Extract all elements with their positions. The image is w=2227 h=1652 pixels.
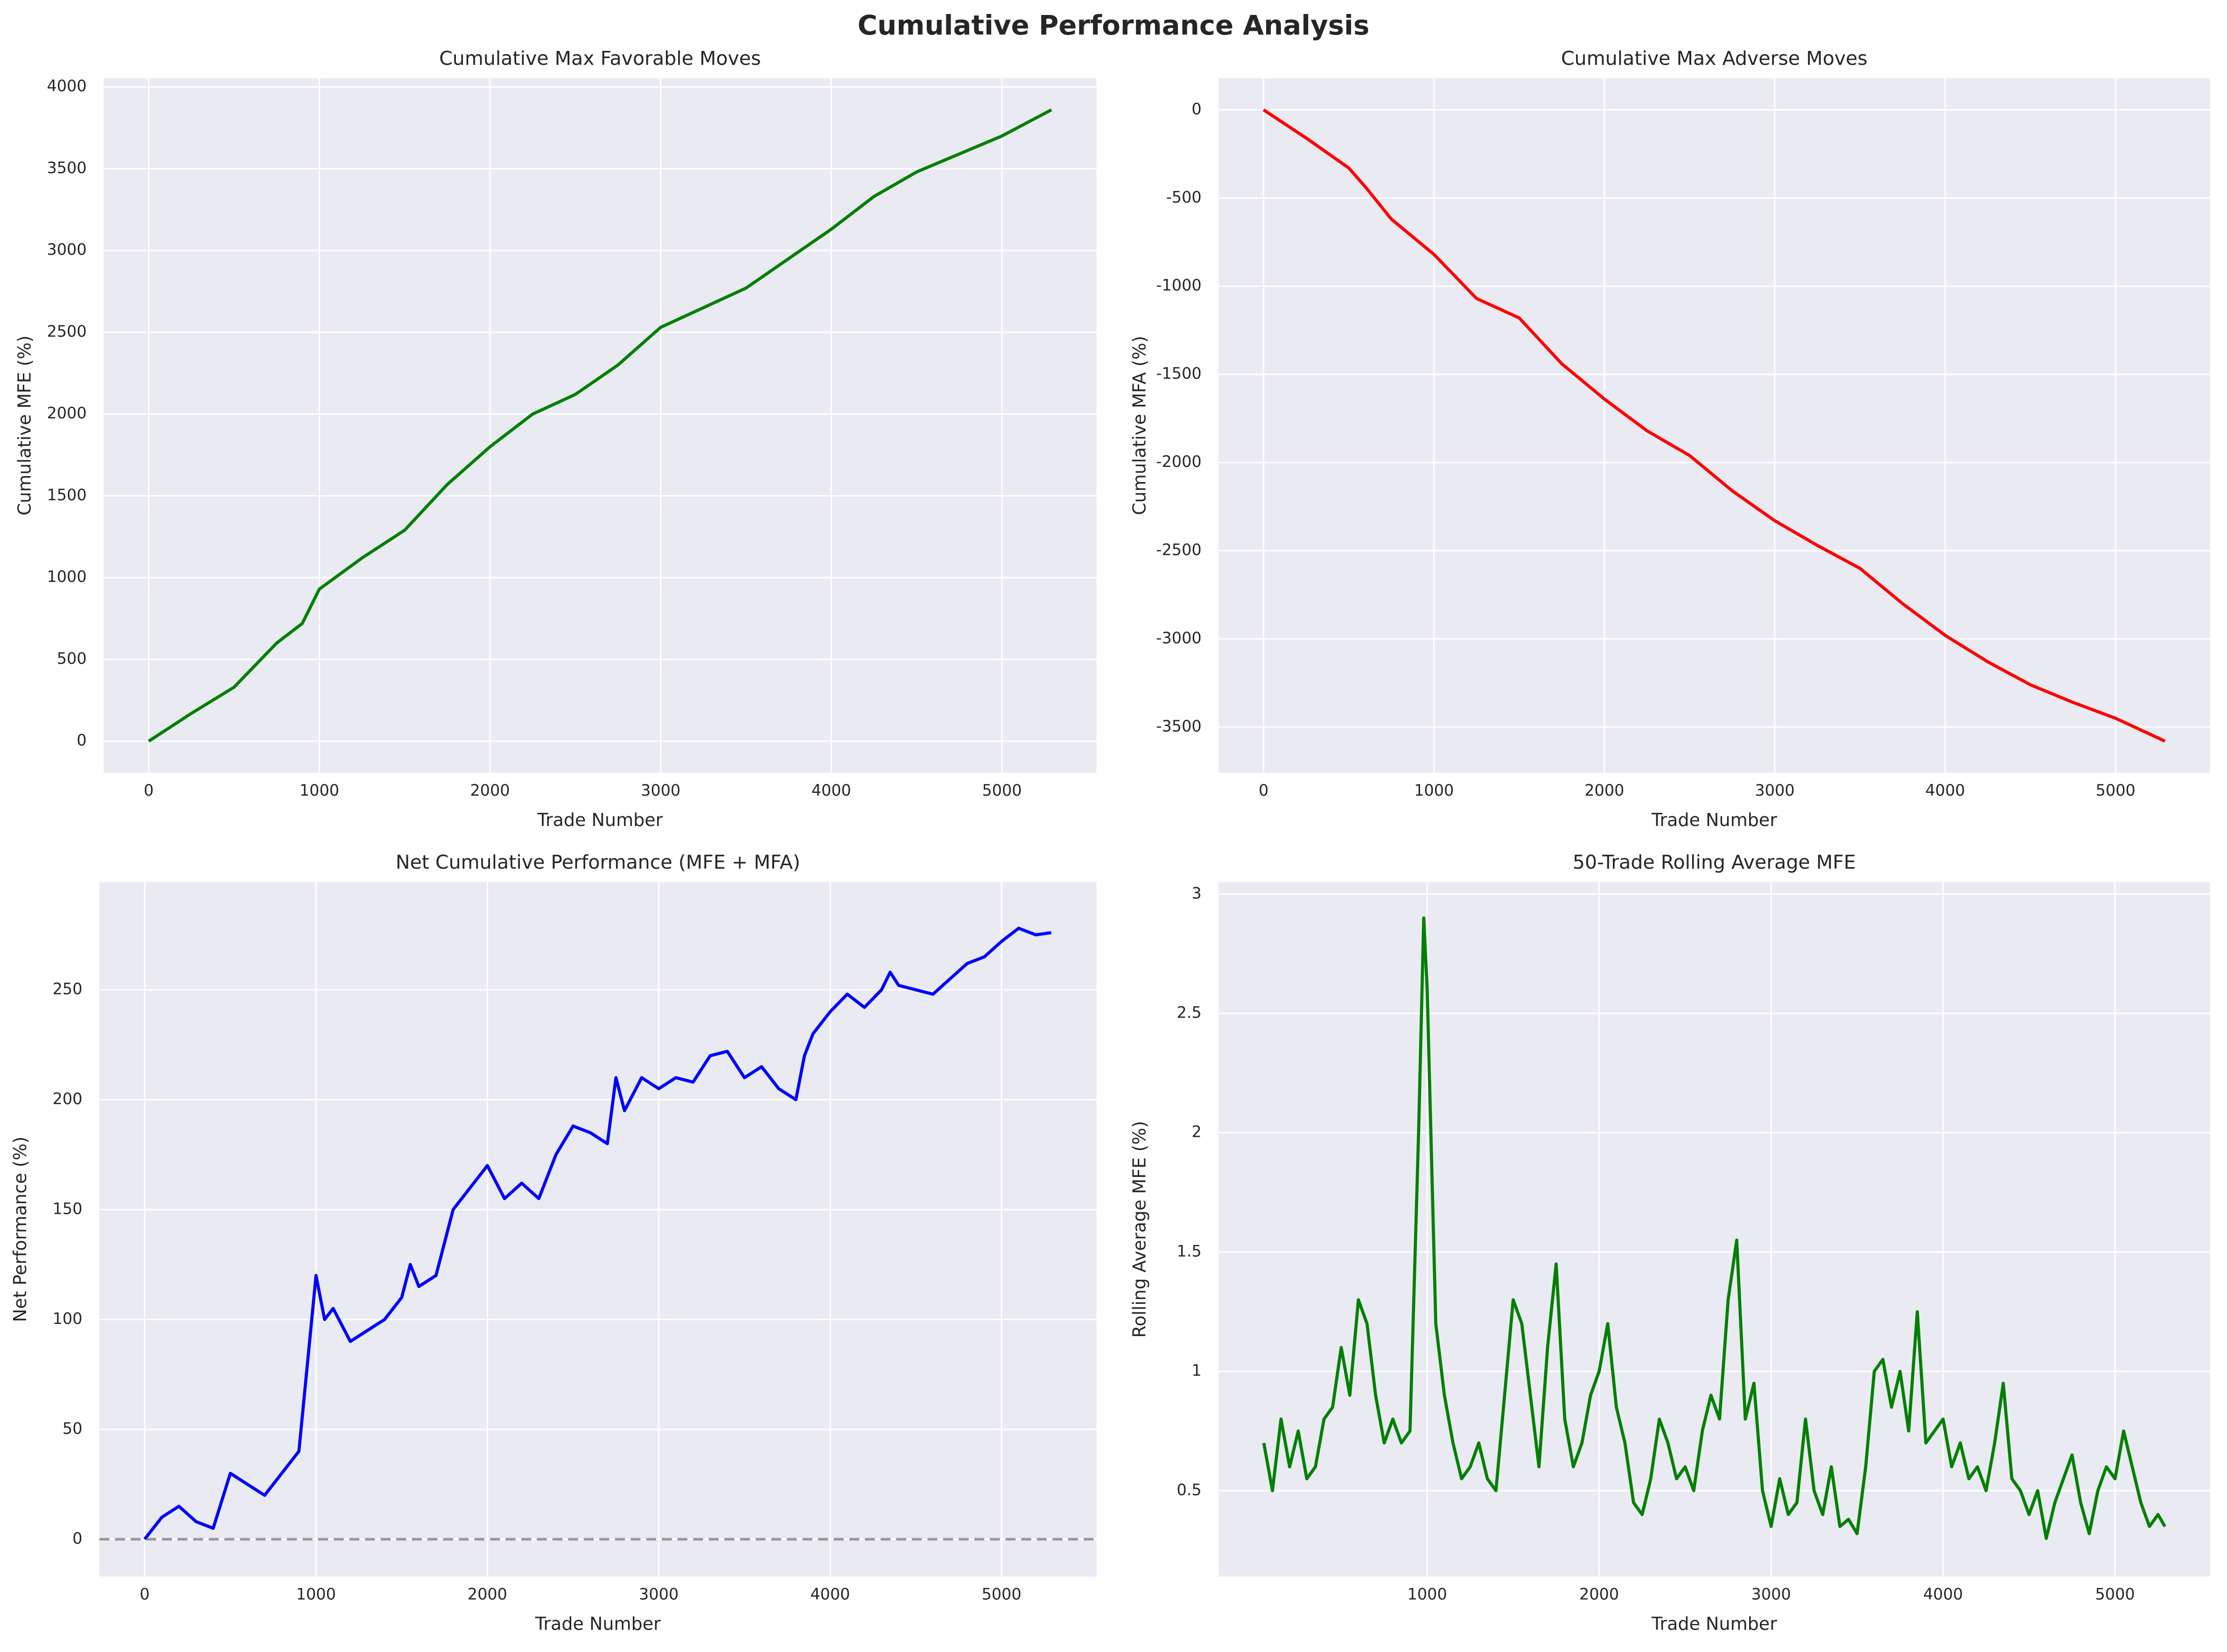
x-tick-label: 0 [144, 781, 154, 799]
y-tick-label: 0 [1191, 100, 1201, 118]
y-tick-label: 1500 [47, 486, 86, 504]
x-tick-label: 4000 [812, 781, 851, 799]
x-tick-label: 1000 [1414, 781, 1454, 799]
y-tick-label: -500 [1166, 188, 1202, 206]
y-tick-label: 2.5 [1177, 1003, 1201, 1022]
y-tick-label: -1000 [1156, 276, 1201, 294]
x-tick-label: 2000 [470, 781, 510, 799]
plot-area [1219, 882, 2210, 1577]
data-line [143, 926, 1052, 1540]
y-tick-label: 250 [53, 980, 83, 998]
x-tick-label: 5000 [981, 1585, 1021, 1603]
x-tick-label: 1000 [300, 781, 339, 799]
x-tick-label: 4000 [1925, 781, 1965, 799]
y-tick-label: 2000 [47, 404, 86, 422]
y-tick-label: -1500 [1156, 364, 1201, 383]
chart-title: Cumulative Max Favorable Moves [439, 47, 761, 70]
x-tick-label: 0 [1259, 781, 1268, 799]
y-axis-label: Cumulative MFE (%) [14, 336, 35, 516]
y-tick-label: 200 [53, 1090, 83, 1108]
x-tick-label: 4000 [810, 1585, 850, 1603]
data-line [1262, 916, 2166, 1540]
y-tick-label: -2000 [1156, 453, 1201, 471]
chart-title: 50-Trade Rolling Average MFE [1573, 851, 1856, 874]
y-tick-label: -3000 [1156, 629, 1201, 647]
x-tick-label: 2000 [468, 1585, 507, 1603]
y-tick-label: 2 [1191, 1123, 1201, 1141]
plot-area [104, 78, 1097, 773]
x-tick-label: 3000 [639, 1585, 679, 1603]
y-tick-label: 1.5 [1177, 1242, 1201, 1260]
y-tick-label: 150 [53, 1199, 83, 1218]
x-axis-label: Trade Number [537, 810, 663, 830]
x-tick-label: 5000 [2095, 1585, 2135, 1603]
x-tick-label: 5000 [982, 781, 1022, 799]
y-tick-label: 4000 [47, 77, 86, 95]
x-tick-label: 2000 [1584, 781, 1624, 799]
x-axis-label: Trade Number [535, 1613, 661, 1634]
plot-area [1219, 78, 2210, 773]
y-tick-label: -3500 [1156, 717, 1201, 735]
x-tick-label: 3000 [1755, 781, 1794, 799]
x-tick-label: 0 [140, 1585, 149, 1603]
data-line [147, 108, 1052, 743]
x-tick-label: 1000 [296, 1585, 336, 1603]
y-tick-label: 100 [53, 1309, 83, 1328]
x-axis-label: Trade Number [1651, 810, 1777, 830]
y-axis-label: Rolling Average MFE (%) [1129, 1121, 1149, 1338]
chart-title: Cumulative Max Adverse Moves [1561, 47, 1868, 70]
chart-title: Net Cumulative Performance (MFE + MFA) [396, 851, 800, 874]
y-tick-label: 3000 [47, 240, 86, 259]
x-tick-label: 4000 [1923, 1585, 1963, 1603]
y-tick-label: 50 [63, 1419, 83, 1437]
y-axis-label: Cumulative MFA (%) [1129, 336, 1149, 515]
y-tick-label: 0 [72, 1529, 82, 1547]
x-tick-label: 2000 [1579, 1585, 1619, 1603]
x-tick-label: 1000 [1408, 1585, 1447, 1603]
y-tick-label: 0 [77, 731, 86, 749]
data-line [1262, 108, 2166, 743]
x-tick-label: 3000 [1751, 1585, 1791, 1603]
y-tick-label: 1000 [47, 567, 86, 586]
y-tick-label: 500 [57, 649, 87, 667]
plot-area [99, 882, 1097, 1577]
y-tick-label: -2500 [1156, 541, 1201, 559]
y-tick-label: 2500 [47, 322, 86, 340]
x-tick-label: 3000 [641, 781, 680, 799]
y-tick-label: 0.5 [1177, 1481, 1201, 1499]
y-tick-label: 1 [1191, 1361, 1201, 1379]
x-axis-label: Trade Number [1651, 1613, 1777, 1634]
y-tick-label: 3500 [47, 159, 86, 177]
figure-title: Cumulative Performance Analysis [858, 9, 1370, 41]
x-tick-label: 5000 [2096, 781, 2136, 799]
y-tick-label: 3 [1191, 884, 1201, 902]
y-axis-label: Net Performance (%) [10, 1136, 30, 1322]
